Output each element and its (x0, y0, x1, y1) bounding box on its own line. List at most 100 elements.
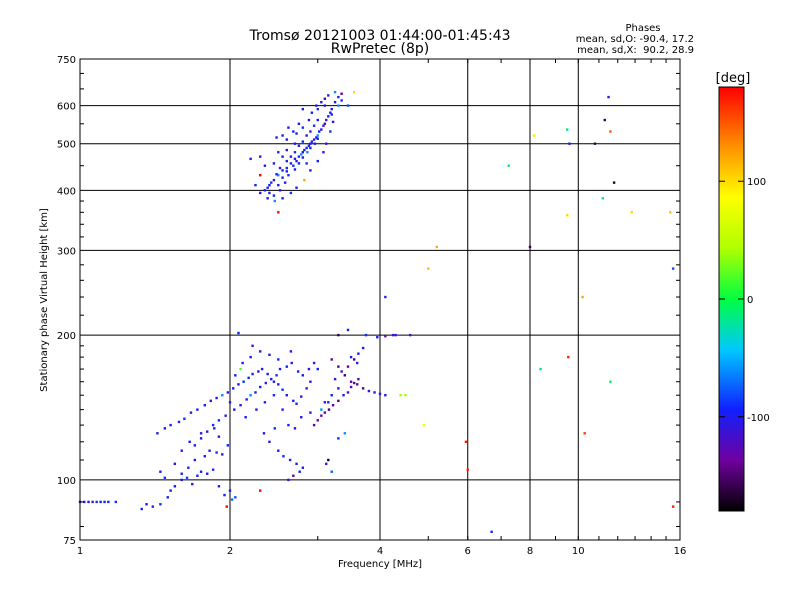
data-point (233, 408, 236, 411)
data-point (287, 478, 290, 482)
data-point (281, 134, 284, 137)
data-point (330, 358, 333, 361)
data-point (277, 358, 280, 361)
data-point (297, 144, 301, 147)
data-point (221, 394, 224, 397)
data-point (316, 134, 319, 137)
data-point (277, 183, 280, 187)
data-point (630, 211, 633, 214)
data-point (278, 367, 282, 371)
data-point (163, 476, 167, 480)
data-point (300, 153, 303, 156)
data-point (191, 482, 194, 486)
data-point (307, 144, 311, 147)
data-point (309, 169, 312, 172)
colorbar-tick-label: 100 (747, 177, 766, 188)
data-point (193, 444, 197, 447)
data-point (263, 401, 267, 404)
data-point (211, 423, 215, 427)
data-point (593, 142, 597, 145)
data-point (528, 245, 532, 249)
data-point (263, 189, 267, 192)
data-point (327, 94, 330, 97)
data-point (249, 157, 252, 161)
y-tick-label: 600 (57, 102, 76, 113)
data-point (669, 211, 672, 214)
data-point (295, 132, 298, 135)
data-point (266, 197, 269, 200)
x-tick-label: 6 (465, 546, 471, 557)
data-point (295, 402, 298, 405)
data-point (330, 470, 333, 473)
data-point (277, 151, 280, 154)
grid (80, 59, 680, 540)
data-point (323, 97, 327, 100)
data-point (323, 411, 327, 414)
data-point (232, 387, 235, 390)
data-point (337, 399, 340, 403)
data-point (215, 396, 218, 400)
data-point (278, 166, 282, 170)
data-point (320, 128, 323, 131)
y-tick-label: 100 (57, 476, 76, 487)
data-point (329, 130, 332, 133)
data-point (337, 437, 340, 440)
data-point (180, 472, 183, 475)
data-point (244, 416, 247, 419)
data-point (301, 151, 305, 154)
data-point (671, 267, 675, 270)
data-point (285, 166, 288, 170)
data-point (565, 214, 569, 217)
data-point (307, 367, 311, 371)
data-point (285, 365, 288, 368)
x-tick-label: 4 (377, 546, 383, 557)
data-point (337, 95, 340, 99)
data-point (507, 164, 510, 167)
data-point (282, 455, 285, 458)
x-axis-label: Frequency [MHz] (338, 559, 422, 570)
data-point (266, 372, 269, 376)
data-point (259, 350, 262, 353)
data-point (422, 423, 426, 427)
data-point (285, 148, 288, 152)
data-point (245, 398, 248, 401)
chart-subtitle: RwPretec (8p) (331, 41, 429, 57)
data-point (209, 399, 212, 403)
y-tick-label: 75 (63, 536, 76, 547)
data-point (225, 505, 228, 508)
x-tick-label: 8 (527, 546, 533, 557)
data-point (293, 168, 297, 171)
data-point (251, 372, 254, 376)
y-axis-label: Stationary phase Virtual Height [km] (39, 208, 50, 392)
data-point (287, 126, 290, 129)
data-point (285, 170, 288, 173)
data-point (285, 159, 288, 163)
data-point (263, 164, 267, 167)
data-point (305, 387, 308, 390)
data-point (331, 403, 335, 407)
data-point (289, 350, 293, 353)
data-point (466, 468, 469, 471)
y-tick-label: 750 (57, 55, 76, 66)
data-point (270, 181, 273, 184)
data-point (293, 142, 297, 145)
data-point (281, 408, 284, 411)
data-point (316, 137, 319, 140)
data-point (316, 159, 319, 163)
data-point (187, 466, 190, 469)
data-point (188, 440, 191, 444)
data-point (316, 107, 319, 111)
data-point (272, 194, 276, 197)
data-point (378, 392, 382, 396)
data-point (255, 408, 258, 411)
data-point (140, 507, 143, 511)
data-point (268, 353, 271, 357)
data-point (196, 408, 199, 411)
data-point (322, 151, 325, 154)
data-point (283, 181, 287, 184)
data-point (185, 476, 189, 480)
colorbar-ticks: 100 0 -100 (719, 177, 770, 424)
data-points (78, 90, 675, 534)
data-point (340, 99, 343, 102)
data-point (312, 423, 316, 427)
